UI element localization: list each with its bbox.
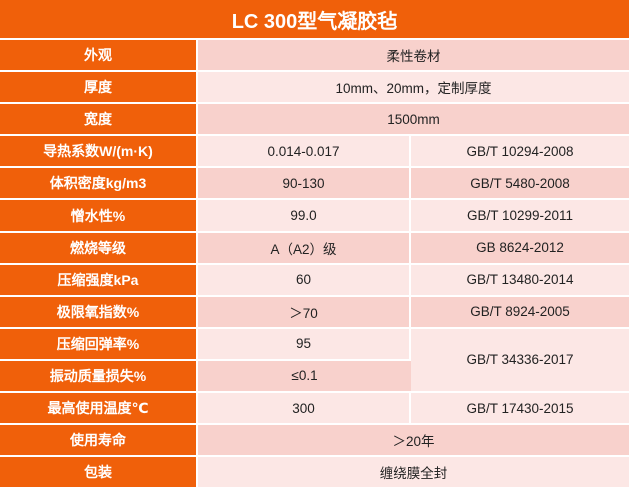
row-label: 宽度 xyxy=(0,104,198,137)
table-row: 振动质量损失% ≤0.1 xyxy=(0,360,629,394)
spec-table: 外观 柔性卷材 厚度 10mm、20mm，定制厚度 宽度 1500mm 导热系数… xyxy=(0,40,629,489)
table-row: 包装 缠绕膜全封 xyxy=(0,457,629,489)
row-value: 柔性卷材 xyxy=(198,40,629,73)
row-value: ≤0.1 xyxy=(198,360,411,394)
row-standard: GB 8624-2012 xyxy=(411,232,629,265)
table-row: 极限氧指数% ＞70 GB/T 8924-2005 xyxy=(0,296,629,329)
table-row: 燃烧等级 A（A2）级 GB 8624-2012 xyxy=(0,232,629,265)
table-row: 压缩强度kPa 60 GB/T 13480-2014 xyxy=(0,264,629,297)
table-row: 最高使用温度℃ 300 GB/T 17430-2015 xyxy=(0,393,629,426)
row-label: 憎水性% xyxy=(0,200,198,233)
row-standard: GB/T 34336-2017 xyxy=(411,328,629,394)
row-value: ＞20年 xyxy=(198,425,629,458)
row-standard: GB/T 13480-2014 xyxy=(411,264,629,297)
row-value: 95 xyxy=(198,328,411,361)
row-label: 最高使用温度℃ xyxy=(0,393,198,426)
row-value: 10mm、20mm，定制厚度 xyxy=(198,72,629,105)
table-title: LC 300型气凝胶毡 xyxy=(0,0,629,38)
table-row: 厚度 10mm、20mm，定制厚度 xyxy=(0,72,629,105)
row-label: 导热系数W/(m·K) xyxy=(0,136,198,169)
table-row: 体积密度kg/m3 90-130 GB/T 5480-2008 xyxy=(0,168,629,201)
row-standard: GB/T 17430-2015 xyxy=(411,393,629,426)
row-label: 压缩回弹率% xyxy=(0,328,198,361)
row-standard: GB/T 8924-2005 xyxy=(411,296,629,329)
table-row: 压缩回弹率% 95 GB/T 34336-2017 xyxy=(0,328,629,394)
row-standard: GB/T 5480-2008 xyxy=(411,168,629,201)
table-row: 使用寿命 ＞20年 xyxy=(0,425,629,458)
row-label: 外观 xyxy=(0,40,198,73)
row-value: 0.014-0.017 xyxy=(198,136,411,169)
row-label: 振动质量损失% xyxy=(0,360,198,394)
row-label: 包装 xyxy=(0,457,198,489)
row-label: 压缩强度kPa xyxy=(0,264,198,297)
row-label: 燃烧等级 xyxy=(0,232,198,265)
row-label: 体积密度kg/m3 xyxy=(0,168,198,201)
row-standard: GB/T 10299-2011 xyxy=(411,200,629,233)
row-label: 使用寿命 xyxy=(0,425,198,458)
row-value: A（A2）级 xyxy=(198,232,411,265)
table-row: 憎水性% 99.0 GB/T 10299-2011 xyxy=(0,200,629,233)
row-value: 缠绕膜全封 xyxy=(198,457,629,489)
table-row: 导热系数W/(m·K) 0.014-0.017 GB/T 10294-2008 xyxy=(0,136,629,169)
row-value: 90-130 xyxy=(198,168,411,201)
table-row: 外观 柔性卷材 xyxy=(0,40,629,73)
row-standard: GB/T 10294-2008 xyxy=(411,136,629,169)
row-label: 极限氧指数% xyxy=(0,296,198,329)
row-value: 300 xyxy=(198,393,411,426)
row-value: 99.0 xyxy=(198,200,411,233)
row-value: 1500mm xyxy=(198,104,629,137)
row-value: 60 xyxy=(198,264,411,297)
row-label: 厚度 xyxy=(0,72,198,105)
row-value: ＞70 xyxy=(198,296,411,329)
table-row: 宽度 1500mm xyxy=(0,104,629,137)
